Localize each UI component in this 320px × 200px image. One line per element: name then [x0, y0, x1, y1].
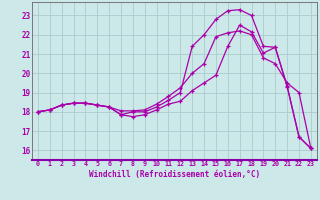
X-axis label: Windchill (Refroidissement éolien,°C): Windchill (Refroidissement éolien,°C)	[89, 170, 260, 179]
